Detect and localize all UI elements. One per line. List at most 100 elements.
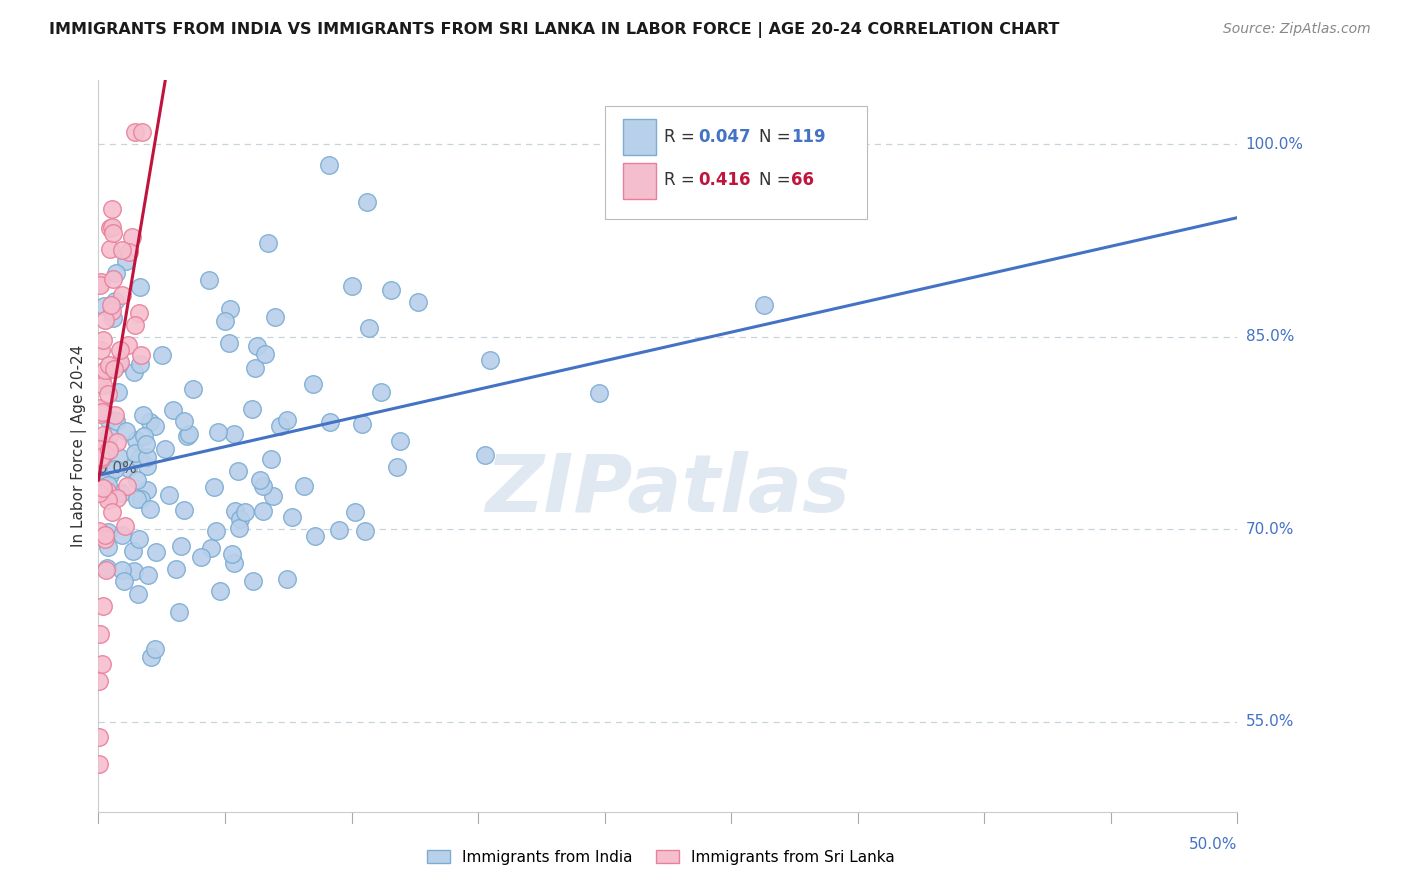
Point (90, 657, 112, 671)
Point (370, 385, 392, 400)
Point (343, 505, 366, 519)
Point (87, 673, 110, 688)
Point (280, 510, 302, 524)
Point (474, 448, 496, 462)
Point (107, 385, 129, 400)
Point (98, 429, 121, 443)
Point (96, 483, 118, 498)
Text: 0.416: 0.416 (699, 171, 751, 189)
Point (90, 462, 112, 476)
Point (89, 524, 111, 539)
Point (135, 450, 157, 464)
Point (276, 413, 298, 427)
Point (97, 442, 120, 457)
Point (101, 303, 124, 318)
Point (124, 446, 146, 460)
Point (89, 278, 111, 293)
Point (97, 540, 120, 554)
Point (93, 299, 115, 313)
Point (93, 464, 115, 478)
Text: 0.047: 0.047 (699, 128, 751, 145)
Point (97, 478, 120, 492)
Point (104, 462, 127, 476)
Point (103, 272, 125, 286)
Point (478, 352, 501, 367)
Point (127, 473, 149, 487)
FancyBboxPatch shape (623, 119, 657, 155)
Point (94, 363, 117, 377)
Point (264, 310, 287, 324)
Point (139, 650, 162, 665)
Point (224, 504, 246, 518)
Point (105, 491, 128, 505)
Text: 0.0%: 0.0% (98, 460, 138, 475)
Point (94, 313, 117, 327)
Point (122, 365, 145, 379)
Point (91, 481, 114, 495)
Text: 50.0%: 50.0% (1189, 837, 1237, 852)
Point (94, 488, 117, 502)
Point (91, 333, 114, 347)
Point (240, 401, 263, 416)
Point (90, 343, 112, 357)
Point (169, 539, 191, 553)
Point (262, 489, 284, 503)
Text: 55.0%: 55.0% (1246, 714, 1294, 730)
Point (124, 433, 146, 447)
Text: IMMIGRANTS FROM INDIA VS IMMIGRANTS FROM SRI LANKA IN LABOR FORCE | AGE 20-24 CO: IMMIGRANTS FROM INDIA VS IMMIGRANTS FROM… (49, 22, 1060, 38)
Point (294, 479, 316, 493)
Point (111, 288, 134, 302)
Point (90, 452, 112, 467)
Point (260, 452, 283, 467)
Point (202, 480, 225, 494)
Point (124, 125, 146, 139)
Point (103, 362, 125, 376)
Point (128, 306, 150, 320)
Point (117, 461, 139, 475)
Point (380, 283, 402, 297)
Point (108, 343, 131, 358)
Point (111, 243, 134, 257)
Point (179, 426, 201, 441)
Point (356, 195, 378, 210)
Point (304, 528, 326, 542)
Point (135, 436, 157, 450)
Point (385, 459, 408, 474)
Point (224, 426, 246, 441)
Point (207, 425, 229, 439)
Point (131, 492, 153, 507)
Point (214, 314, 236, 328)
FancyBboxPatch shape (623, 163, 657, 199)
Point (128, 533, 150, 547)
Point (252, 479, 274, 493)
Point (117, 337, 139, 351)
Point (257, 236, 280, 251)
Point (218, 335, 240, 350)
Point (328, 523, 350, 537)
Point (143, 419, 166, 434)
Point (131, 125, 153, 139)
Text: 85.0%: 85.0% (1246, 329, 1294, 344)
Point (132, 409, 155, 423)
Point (136, 458, 159, 473)
Point (89, 449, 111, 463)
Point (108, 357, 131, 371)
Point (319, 416, 342, 430)
Point (200, 541, 222, 555)
Point (388, 434, 411, 449)
Point (218, 301, 240, 316)
Point (128, 450, 150, 465)
Point (269, 419, 291, 434)
Point (90, 481, 112, 495)
Point (97, 387, 120, 401)
Text: R =: R = (665, 171, 700, 189)
Point (153, 442, 176, 456)
Point (150, 348, 173, 362)
Point (122, 544, 145, 558)
Text: 66: 66 (790, 171, 814, 189)
Point (110, 355, 132, 369)
Point (129, 279, 152, 293)
Point (91, 401, 114, 416)
Point (208, 583, 231, 598)
Point (94, 533, 117, 547)
